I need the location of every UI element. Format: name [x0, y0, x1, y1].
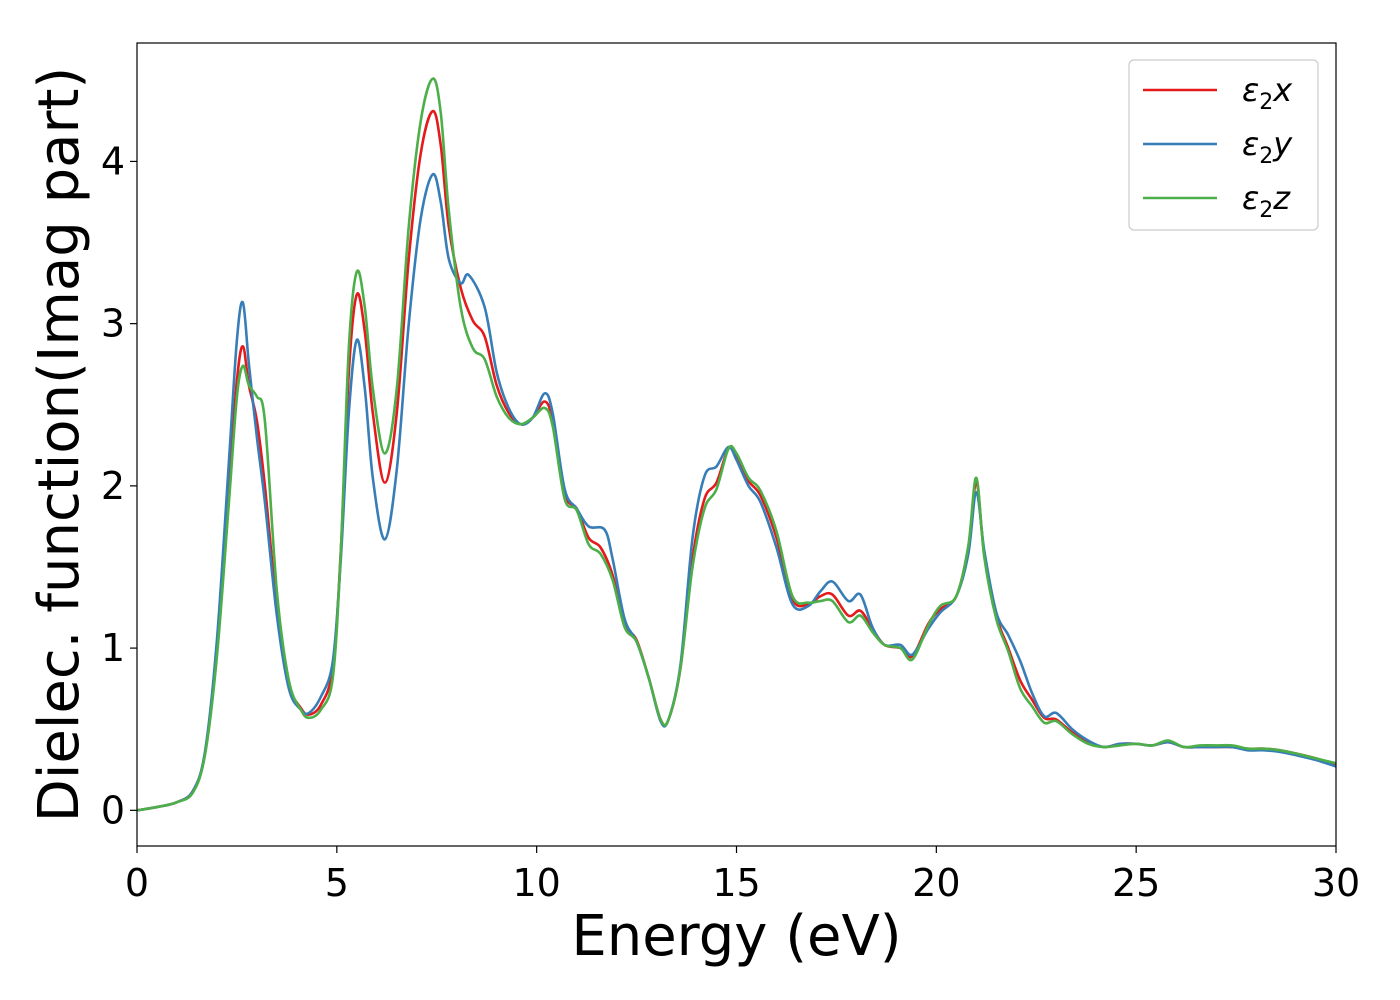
legend-label: ε2z [1242, 179, 1291, 223]
legend-box [1128, 59, 1319, 231]
legend-entry-z: ε2z [1143, 179, 1291, 223]
legend-label: ε2x [1242, 71, 1293, 115]
series-line-z [137, 77, 1336, 812]
y-axis: 0 1 2 3 4 [101, 139, 137, 832]
x-tick-label: 30 [1312, 861, 1360, 905]
legend-entry-x: ε2x [1143, 71, 1293, 115]
x-tick-label: 0 [125, 861, 149, 905]
y-tick-label: 2 [101, 464, 125, 508]
legend: ε2x ε2y ε2z [1128, 59, 1319, 231]
x-axis: 0 5 10 15 20 25 30 [125, 846, 1360, 905]
x-axis-label: Energy (eV) [571, 904, 901, 969]
x-tick-label: 20 [912, 861, 960, 905]
y-tick-label: 3 [101, 302, 125, 346]
x-tick-label: 10 [512, 861, 560, 905]
x-tick-label: 5 [325, 861, 349, 905]
x-tick-label: 15 [712, 861, 760, 905]
y-tick-label: 1 [101, 626, 125, 670]
legend-label: ε2y [1242, 125, 1293, 169]
y-axis-label: Dielec. function(Imag part) [27, 67, 92, 823]
y-tick-label: 4 [101, 139, 125, 183]
x-tick-label: 25 [1112, 861, 1160, 905]
legend-entry-y: ε2y [1143, 125, 1293, 169]
series-layer [137, 77, 1336, 812]
y-tick-label: 0 [101, 788, 125, 832]
